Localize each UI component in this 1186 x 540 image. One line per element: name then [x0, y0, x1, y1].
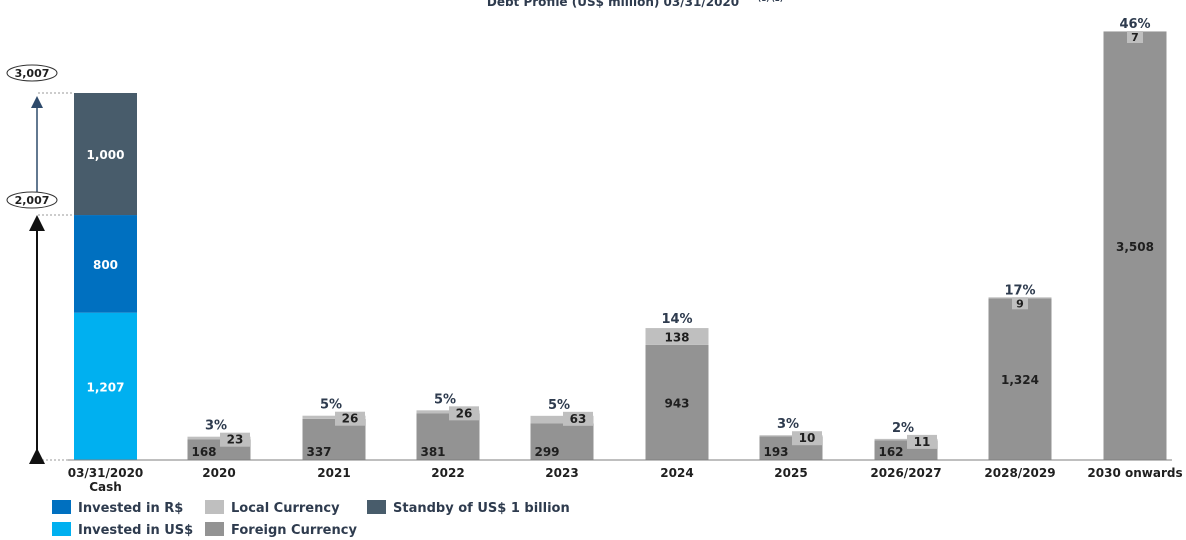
legend-standby-swatch: [367, 500, 386, 514]
x-tick-label: 2028/2029: [984, 466, 1055, 480]
bracket-label-2007: 2,007: [15, 194, 50, 207]
bar-local-value-label: 63: [570, 412, 587, 426]
bar-foreign-value-label: 168: [191, 445, 216, 459]
bar-local-value-label: 23: [227, 433, 244, 447]
chart-title-superscript: (1) (2): [758, 0, 783, 3]
bracket-label-3007: 3,007: [15, 67, 50, 80]
bar-percentage-label: 17%: [1004, 283, 1035, 298]
bar-local-value-label: 26: [456, 406, 473, 420]
bar-foreign-value-label: 1,324: [1001, 373, 1039, 387]
cash-x-label: 03/31/2020: [68, 466, 144, 480]
bar-foreign-value-label: 943: [664, 396, 689, 410]
bar-local-value-label: 7: [1131, 31, 1139, 44]
x-tick-label: 2030 onwards: [1087, 466, 1182, 480]
cash-x-label-sub: Cash: [89, 480, 122, 494]
x-tick-label: 2023: [545, 466, 578, 480]
bar-foreign-value-label: 337: [306, 445, 331, 459]
cash-standby-segment-label: 1,000: [87, 148, 125, 162]
legend-invested-usd-label: Invested in US$: [78, 523, 193, 538]
cash-invested-brl-segment-label: 800: [93, 258, 118, 272]
legend: Invested in R$ Local Currency Standby of U…: [52, 500, 570, 538]
bar-percentage-label: 5%: [434, 392, 456, 407]
legend-invested-usd-swatch: [52, 522, 71, 536]
legend-invested-brl-label: Invested in R$: [78, 501, 183, 516]
bar-local-value-label: 9: [1016, 297, 1024, 310]
bar-foreign-value-label: 3,508: [1116, 240, 1154, 254]
bar-percentage-label: 5%: [320, 398, 342, 413]
legend-local-currency-label: Local Currency: [231, 501, 340, 516]
bar-percentage-label: 5%: [548, 398, 570, 413]
bar-percentage-label: 46%: [1119, 17, 1150, 32]
bar-local-value-label: 11: [914, 435, 931, 449]
bar-local-value-label: 138: [664, 330, 689, 344]
legend-foreign-currency-swatch: [205, 522, 224, 536]
legend-local-currency-swatch: [205, 500, 224, 514]
bar-foreign-value-label: 193: [763, 445, 788, 459]
x-tick-label: 2021: [317, 466, 350, 480]
legend-invested-brl-swatch: [52, 500, 71, 514]
bar-percentage-label: 2%: [892, 421, 914, 436]
bar-foreign-value-label: 381: [420, 445, 445, 459]
x-tick-label: 2020: [202, 466, 235, 480]
x-tick-label: 2026/2027: [870, 466, 941, 480]
x-tick-label: 2022: [431, 466, 464, 480]
x-tick-label: 2024: [660, 466, 693, 480]
x-tick-label: 2025: [774, 466, 807, 480]
legend-foreign-currency-label: Foreign Currency: [231, 523, 357, 538]
bar-percentage-label: 3%: [777, 417, 799, 432]
bar-local-value-label: 26: [342, 412, 359, 426]
bar-percentage-label: 14%: [661, 312, 692, 327]
bar-foreign-value-label: 299: [534, 445, 559, 459]
chart-title: Debt Profile (US$ million) 03/31/2020: [487, 0, 739, 9]
legend-standby-label: Standby of US$ 1 billion: [393, 501, 570, 516]
bar-percentage-label: 3%: [205, 419, 227, 434]
cash-invested-usd-segment-label: 1,207: [87, 380, 125, 394]
bar-local-value-label: 10: [799, 431, 816, 445]
bar-foreign-value-label: 162: [878, 445, 903, 459]
